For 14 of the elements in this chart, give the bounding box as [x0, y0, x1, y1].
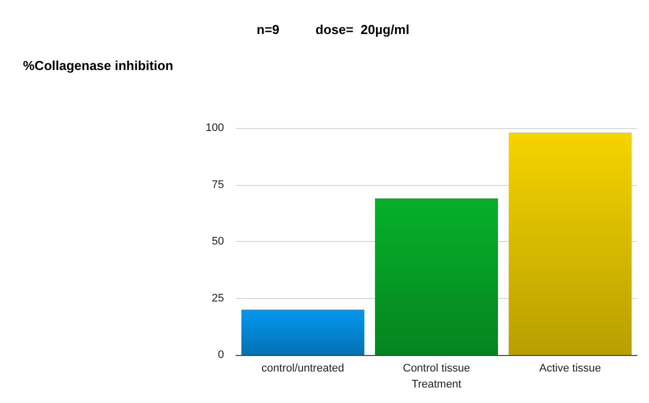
- y-tick-label: 0: [218, 349, 224, 361]
- x-tick-label: Active tissue: [539, 362, 602, 374]
- y-tick-label: 100: [206, 122, 224, 134]
- bar: [241, 310, 364, 355]
- bar: [375, 198, 498, 355]
- y-tick-label: 25: [212, 292, 224, 304]
- x-tick-label: Control tissue: [402, 362, 470, 374]
- y-tick-label: 75: [212, 178, 224, 191]
- y-tick-label: 50: [212, 236, 224, 248]
- y-axis-title: %Collagenase inhibition: [23, 58, 174, 73]
- x-axis-title: Treatment: [412, 378, 462, 390]
- x-tick-label: control/untreated: [262, 362, 344, 374]
- chart-title: n=9 dose= 20µg/ml: [256, 22, 410, 37]
- bar: [508, 132, 632, 355]
